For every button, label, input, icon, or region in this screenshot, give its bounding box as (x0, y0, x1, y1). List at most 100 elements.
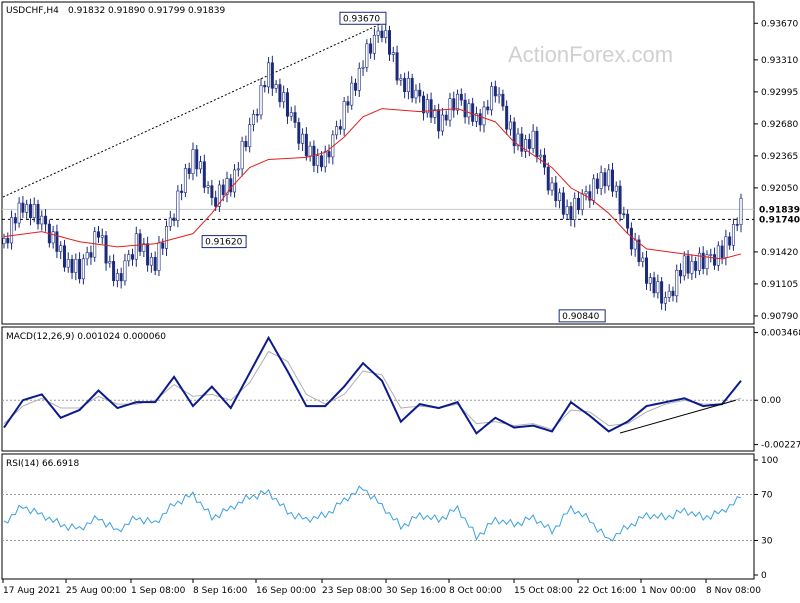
candle-body (735, 224, 739, 226)
candle-body (614, 185, 618, 192)
candle-body (713, 254, 717, 266)
candle-body (229, 178, 233, 193)
candle-body (168, 217, 172, 227)
candle-body (686, 255, 690, 274)
candle-body (539, 154, 543, 158)
candle-body (304, 133, 308, 157)
candle-body (728, 236, 732, 246)
candle-body (410, 78, 414, 99)
candle-body (429, 99, 433, 118)
macd-plot (2, 335, 754, 435)
rsi-y-tick-label: 70 (761, 491, 773, 501)
candle-body (663, 297, 667, 304)
candle-body (89, 252, 93, 258)
candle-body (251, 114, 255, 125)
candle-body (282, 92, 286, 103)
candle-body (59, 245, 63, 252)
price-y-tick-label: 0.92995 (761, 88, 798, 98)
candle-body (365, 43, 369, 68)
candle-body (202, 161, 206, 188)
candle-body (618, 185, 622, 215)
candle-body (353, 82, 357, 91)
candle-body (369, 43, 373, 54)
price-annotation-label: 0.91620 (205, 238, 242, 248)
candle-body (599, 172, 603, 189)
candle-body (493, 86, 497, 97)
candle-body (667, 290, 671, 298)
x-tick-label: 8 Nov 08:00 (706, 586, 761, 596)
candle-body (308, 145, 312, 157)
candle-body (433, 109, 437, 118)
candle-body (671, 290, 675, 297)
candle-body (66, 259, 70, 268)
candle-body (406, 78, 410, 92)
candle-body (478, 113, 482, 126)
candle-body (739, 197, 743, 225)
price-y-tick-label: 0.92680 (761, 120, 798, 130)
candle-body (51, 231, 55, 244)
candle-body (6, 237, 10, 244)
x-tick-label: 17 Aug 2021 (3, 586, 61, 596)
candle-body (335, 126, 339, 136)
candle-body (183, 168, 187, 193)
dashed-trend-line (2, 22, 383, 198)
price-y-tick-label: 0.93670 (761, 19, 798, 29)
ohlc-open: 0.91832 (68, 6, 105, 16)
candle-body (267, 62, 271, 88)
candle-body (682, 255, 686, 277)
candle-body (233, 169, 237, 193)
candle-body (289, 112, 293, 117)
candle-body (550, 182, 554, 191)
candle-body (384, 30, 388, 39)
candle-body (497, 93, 501, 97)
candle-body (74, 258, 78, 273)
x-tick-label: 15 Oct 08:00 (514, 586, 573, 596)
candle-body (569, 206, 573, 221)
candle-body (467, 103, 471, 118)
candle-body (131, 254, 135, 260)
candle-body (78, 258, 82, 280)
candle-body (350, 82, 354, 106)
x-tick-label: 1 Nov 00:00 (641, 586, 696, 596)
macd-y-tick-label: 0.003468 (761, 329, 800, 339)
price-y-tick-label: 0.90790 (761, 312, 798, 322)
candle-body (399, 78, 403, 81)
candle-body (720, 245, 724, 258)
candle-body (255, 114, 259, 116)
watermark: ActionForex.com (508, 42, 673, 67)
candle-body (293, 112, 297, 123)
candle-body (21, 202, 25, 213)
candle-body (592, 178, 596, 201)
candle-body (346, 101, 350, 106)
ohlc-close: 0.91839 (188, 6, 225, 16)
x-tick-label: 30 Sep 16:00 (386, 586, 446, 596)
price-y-tick-label: 0.93310 (761, 56, 798, 66)
rsi-title: RSI(14) 66.6918 (6, 459, 79, 469)
candle-body (633, 239, 637, 250)
candle-body (13, 217, 17, 224)
price-y-tick-label: 0.91420 (761, 248, 798, 258)
macd-panel-frame (1, 326, 755, 452)
candle-body (512, 121, 516, 147)
candle-body (463, 99, 467, 118)
candle-body (32, 204, 36, 218)
candle-body (240, 141, 244, 170)
dashed-price-tag-bg (755, 213, 797, 225)
candle-body (490, 86, 494, 111)
candle-body (459, 93, 463, 101)
candle-body (482, 106, 486, 126)
candle-body (146, 243, 150, 266)
price-annotation-label: 0.93670 (343, 14, 380, 24)
candle-body (501, 93, 505, 107)
candle-body (452, 98, 456, 111)
price-annotation-label: 0.90840 (562, 312, 599, 322)
candle-body (508, 121, 512, 130)
axis-labels: 0.93670 0.93310 0.92995 0.92680 0.92365 0.920… (2, 19, 800, 596)
candle-body (217, 184, 221, 207)
candle-body (274, 84, 278, 89)
macd-trend-line (619, 399, 736, 434)
candle-body (93, 231, 97, 258)
candle-body (388, 30, 392, 55)
candle-body (327, 151, 331, 158)
candle-body (724, 236, 728, 258)
